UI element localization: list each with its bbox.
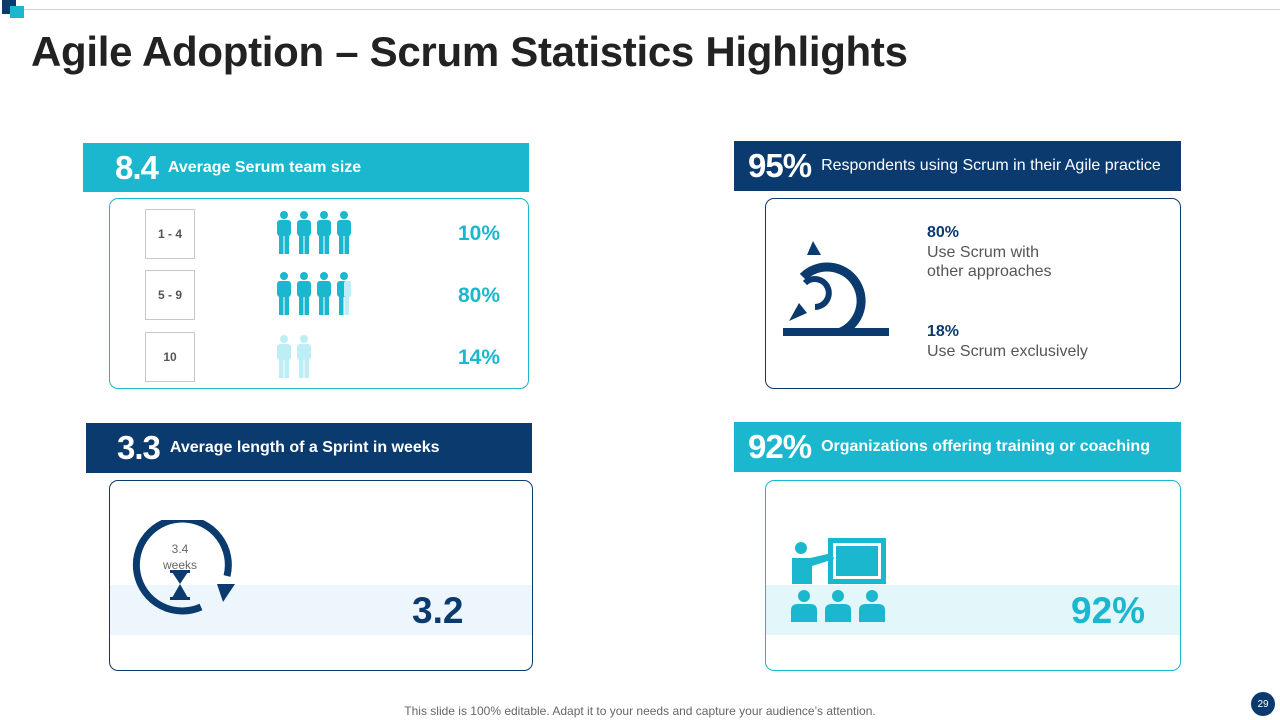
training-presenter-icon [790,536,890,631]
sprint-length-value: 3.3 [117,429,161,466]
scrum-usage-card: 80% Use Scrum with other approaches 18% … [765,198,1181,389]
usage-percent: 18% [927,323,960,340]
cycle-label: 3.4 weeks [150,541,210,573]
team-size-value: 8.4 [115,148,159,186]
sprint-length-label: Average length of a Sprint in weeks [169,439,440,456]
team-size-label: Average Serum team size [167,158,362,176]
training-value: 92% [748,428,812,465]
team-size-card: 1 - 4 10% 5 - 9 80% 10 [109,198,529,389]
sprint-cycle-icon [131,515,237,627]
scrum-usage-banner: 95% Respondents using Scrum in their Agi… [734,141,1181,191]
training-banner: 92% Organizations offering training or c… [734,422,1181,472]
range-box: 10 [145,332,195,382]
training-card: 92% [765,480,1181,671]
range-box: 1 - 4 [145,209,195,259]
usage-text: Use Scrum with [927,244,1040,261]
slide-title: Agile Adoption – Scrum Statistics Highli… [31,28,908,75]
people-group-icon [274,272,358,316]
people-group-icon [274,335,318,379]
scrum-usage-label: Respondents using Scrum in their Agile p… [821,157,1161,174]
range-box: 5 - 9 [145,270,195,320]
training-highlight-number: 92% [1071,590,1146,631]
usage-percent: 80% [927,224,960,241]
training-label: Organizations offering training or coach… [821,438,1150,455]
percent-value: 80% [457,284,500,307]
top-divider [24,9,1280,10]
sprint-length-banner: 3.3 Average length of a Sprint in weeks [86,423,532,473]
page-number: 29 [1251,692,1275,716]
percent-value: 10% [457,222,500,245]
footer-note: This slide is 100% editable. Adapt it to… [404,704,876,718]
usage-text: Use Scrum exclusively [927,343,1088,360]
percent-value: 14% [457,346,500,369]
sprint-highlight-number: 3.2 [412,590,464,631]
corner-accent-secondary [10,6,24,18]
cycle-value: 3.4 [171,542,189,556]
scrum-usage-value: 95% [748,147,812,184]
people-group-icon [274,211,358,255]
team-size-banner: 8.4 Average Serum team size [83,143,529,192]
usage-text: other approaches [927,263,1052,280]
scrum-cycle-icon [781,237,893,348]
cycle-unit: weeks [162,558,197,572]
sprint-length-card: 3.4 weeks 3.2 [109,480,533,671]
